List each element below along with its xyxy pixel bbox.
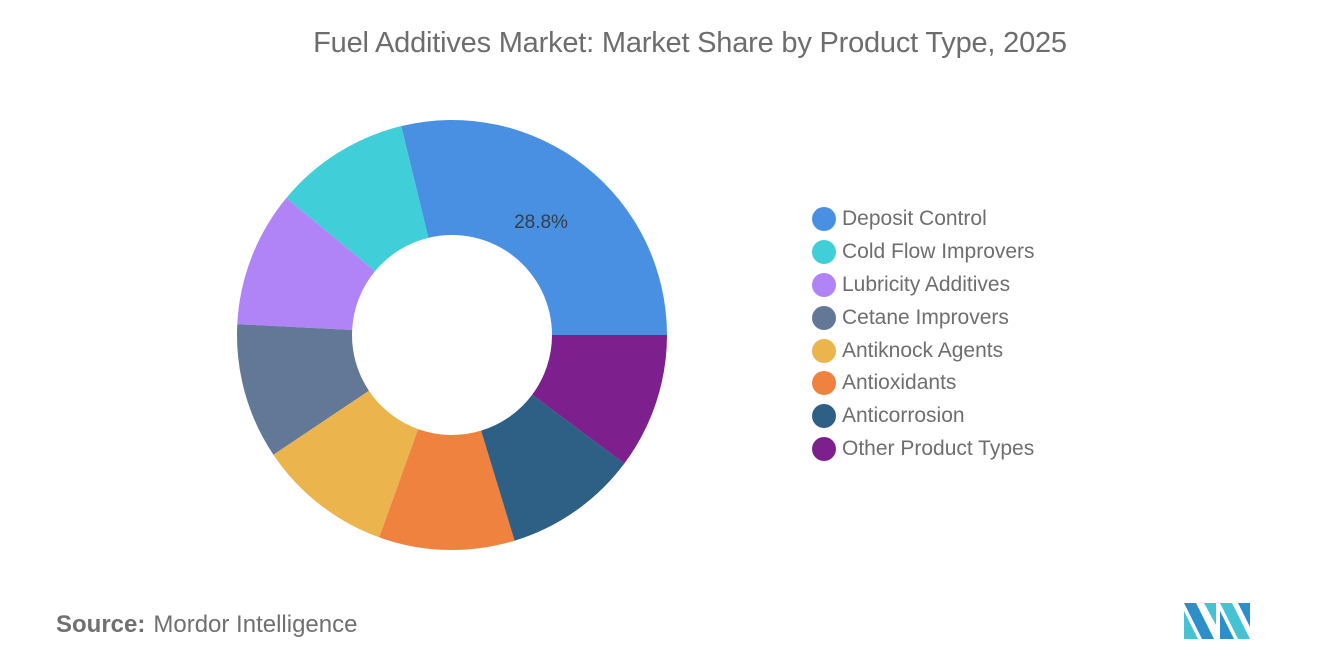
- chart-title: Fuel Additives Market: Market Share by P…: [313, 27, 1067, 59]
- legend-label: Deposit Control: [842, 207, 987, 231]
- legend-label: Other Product Types: [842, 436, 1035, 460]
- legend-marker-icon: [812, 436, 836, 461]
- legend-item-anticorrosion[interactable]: Anticorrosion: [812, 400, 1035, 433]
- legend-label: Anticorrosion: [842, 404, 965, 428]
- legend-marker-icon: [812, 272, 836, 297]
- legend-item-cold-flow-improvers[interactable]: Cold Flow Improvers: [812, 236, 1035, 269]
- legend-marker-icon: [812, 305, 836, 330]
- legend-marker-icon: [812, 240, 836, 265]
- donut-slice-antioxidants[interactable]: [379, 429, 515, 550]
- legend-label: Antiknock Agents: [842, 338, 1004, 362]
- data-label-deposit-control: 28.8%: [514, 212, 568, 233]
- donut-slice-lubricity-additives[interactable]: [237, 197, 375, 330]
- legend-label: Lubricity Additives: [842, 272, 1011, 296]
- donut-slice-antiknock-agents[interactable]: [273, 390, 419, 538]
- donut-slices: [237, 120, 667, 550]
- source-note: Source: Mordor Intelligence: [56, 611, 357, 639]
- legend-item-lubricity-additives[interactable]: Lubricity Additives: [812, 269, 1035, 302]
- mordor-intelligence-logo-icon: [1184, 603, 1250, 639]
- legend-marker-icon: [812, 338, 836, 363]
- legend-marker-icon: [812, 404, 836, 429]
- legend-marker-icon: [812, 371, 836, 396]
- donut-slice-deposit-control[interactable]: [401, 120, 667, 336]
- legend-item-antiknock-agents[interactable]: Antiknock Agents: [812, 334, 1035, 367]
- legend-label: Cold Flow Improvers: [842, 240, 1035, 264]
- donut-slice-anticorrosion[interactable]: [481, 394, 625, 541]
- legend-label: Antioxidants: [842, 371, 957, 395]
- legend-item-other-product-types[interactable]: Other Product Types: [812, 433, 1035, 466]
- source-value: Mordor Intelligence: [153, 611, 358, 638]
- donut-slice-other-product-types[interactable]: [532, 335, 667, 464]
- legend-item-antioxidants[interactable]: Antioxidants: [812, 367, 1035, 400]
- legend-label: Cetane Improvers: [842, 305, 1009, 329]
- donut-slice-cetane-improvers[interactable]: [237, 324, 369, 455]
- legend: Deposit Control Cold Flow Improvers Lubr…: [812, 203, 1035, 465]
- donut-slice-cold-flow-improvers[interactable]: [286, 126, 429, 272]
- source-label: Source:: [56, 611, 146, 638]
- legend-item-deposit-control[interactable]: Deposit Control: [812, 203, 1035, 236]
- legend-marker-icon: [812, 207, 836, 232]
- legend-item-cetane-improvers[interactable]: Cetane Improvers: [812, 301, 1035, 334]
